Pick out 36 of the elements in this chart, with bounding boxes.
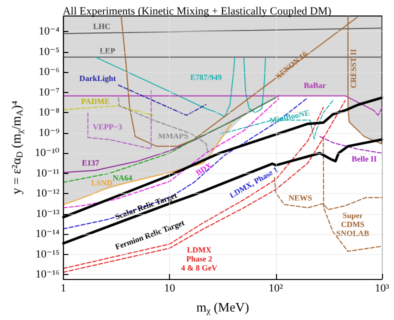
y-tick-label: 10⁻¹¹ <box>36 167 60 180</box>
y-tick-label: 10⁻¹⁶ <box>35 268 60 281</box>
series-label: LEP <box>100 46 116 56</box>
y-tick-label: 10⁻¹⁰ <box>34 147 60 160</box>
y-tick-label: 10⁻¹⁵ <box>35 248 60 260</box>
series-label: MMAPS <box>158 132 189 141</box>
series-label: LHC <box>93 22 111 32</box>
x-tick-label: 10² <box>268 282 284 294</box>
x-tick-label: 10 <box>164 282 176 294</box>
series-label: VEPP−3 <box>92 122 122 132</box>
y-tick-label: 10⁻⁵ <box>38 46 60 58</box>
series-label: NA64 <box>112 173 132 182</box>
text: BDX <box>194 160 214 178</box>
y-tick-label: 10⁻⁶ <box>38 66 60 78</box>
y-axis-title: y = ε²αD (mχ/mA)⁴ <box>8 100 24 194</box>
y-tick-label: 10⁻⁴ <box>38 26 60 38</box>
series-label: BaBar <box>304 81 326 90</box>
series-label: Super CDMS SNOLAB <box>336 210 370 238</box>
y-tick-label: 10⁻¹³ <box>36 208 60 220</box>
series-label: PADME <box>81 96 110 106</box>
text: MiniBooNE <box>268 108 311 126</box>
series-label: NEWS <box>288 194 313 203</box>
x-tick-label: 10³ <box>374 282 390 294</box>
series-label: Belle II <box>352 154 377 164</box>
chart-title: All Experiments (Kinetic Mixing + Elastically Coupled DM) <box>62 6 332 18</box>
text: CRESST II <box>349 49 358 88</box>
y-tick-label: 10⁻⁷ <box>38 86 60 98</box>
series-label: DarkLight <box>79 74 116 83</box>
series-label: LSND <box>91 178 113 188</box>
y-tick-label: 10⁻¹⁴ <box>35 228 60 240</box>
y-tick-label: 10⁻¹² <box>36 188 60 200</box>
y-tick-label: 10⁻⁸ <box>38 106 60 119</box>
series-label: E787/949 <box>190 72 222 82</box>
x-tick-label: 1 <box>60 282 66 294</box>
y-tick-label: 10⁻⁹ <box>38 126 60 139</box>
series-label: E137 <box>82 158 100 168</box>
